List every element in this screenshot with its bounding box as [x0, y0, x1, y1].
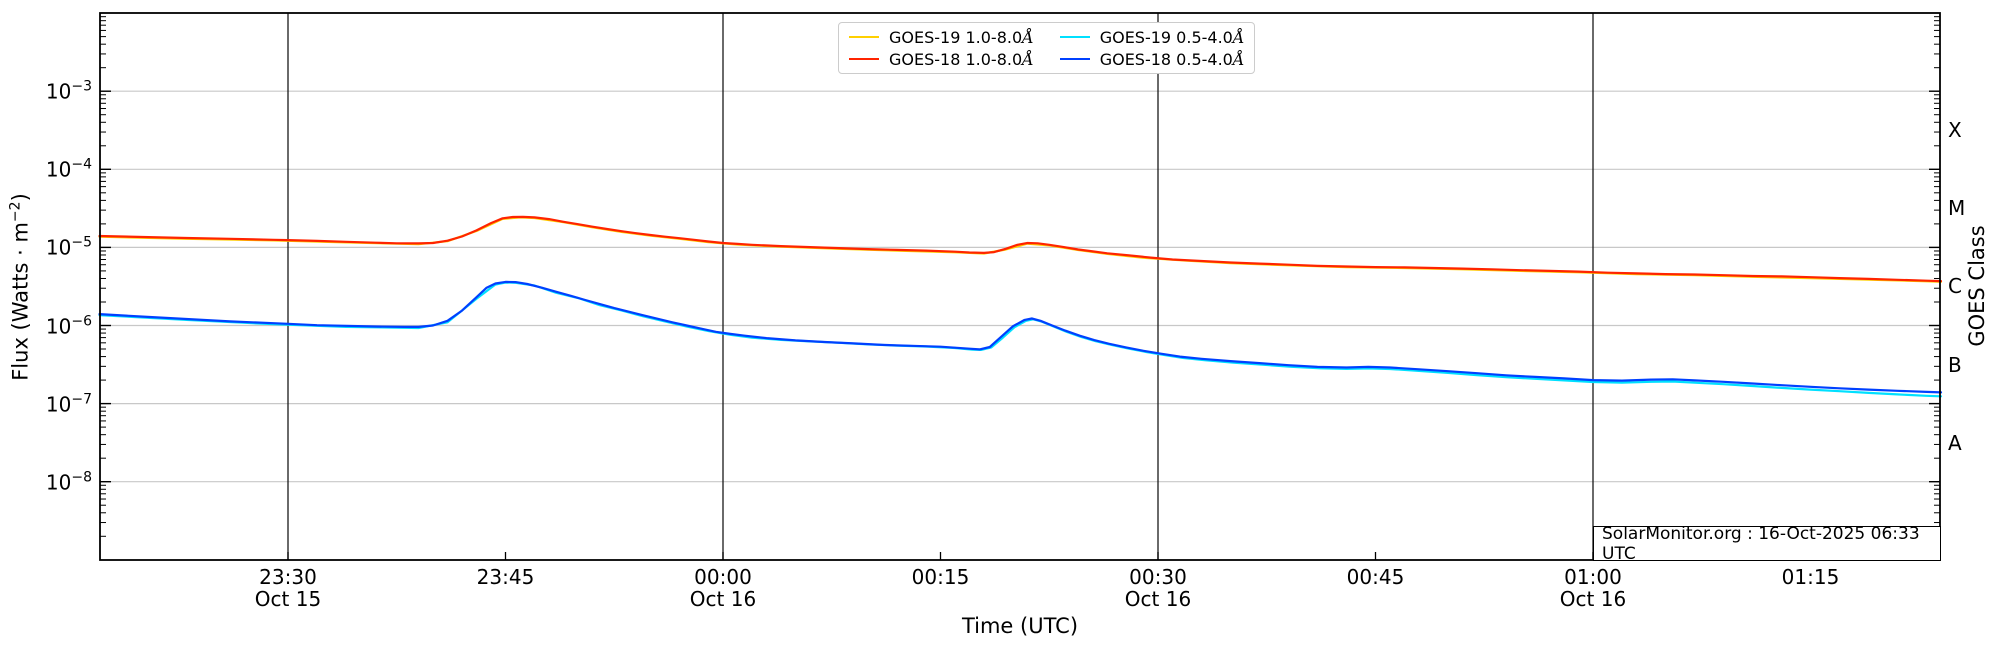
angstrom-symbol: Å: [1022, 49, 1034, 69]
legend-label: GOES-18 0.5-4.0Å: [1099, 49, 1245, 69]
angstrom-symbol: Å: [1022, 27, 1034, 47]
y-axis-label: Flux (Watts · m−2): [8, 193, 33, 381]
class-letter-b: B: [1948, 352, 1962, 377]
class-letter-c: C: [1948, 274, 1962, 299]
x-tick-label: 01:00 Oct 16: [1559, 565, 1627, 611]
legend-label: GOES-19 0.5-4.0Å: [1099, 27, 1245, 47]
y-tick-label: 10−4: [45, 156, 92, 182]
y-tick-label: 10−8: [45, 469, 92, 495]
x-axis-label: Time (UTC): [961, 614, 1079, 638]
legend-label: GOES-18 1.0-8.0Å: [889, 49, 1034, 69]
y-tick-label: 10−5: [45, 235, 92, 260]
x-tick-label: 00:15: [911, 565, 970, 589]
x-tick-label: 23:45: [476, 565, 535, 589]
legend: GOES-19 1.0-8.0Å GOES-18 1.0-8.0Å GOES-19 …: [838, 22, 1256, 74]
series-goes19_long: [98, 216, 1943, 283]
x-tick-label: 01:15: [1781, 565, 1840, 589]
y-axis-label-close: ): [8, 193, 33, 202]
class-letter-a: A: [1948, 430, 1962, 455]
legend-swatch-goes18_short: [1059, 58, 1090, 60]
series-goes18_long: [98, 215, 1943, 283]
plot-border: [99, 12, 1941, 561]
angstrom-symbol: Å: [1232, 27, 1245, 47]
class-letter-x: X: [1948, 118, 1962, 143]
y-axis-label-exponent: −2: [7, 201, 24, 223]
class-letter-m: M: [1948, 196, 1966, 221]
y-tick-label: 10−7: [45, 391, 92, 416]
legend-label: GOES-19 1.0-8.0Å: [889, 27, 1034, 47]
watermark-annotation: SolarMonitor.org : 16-Oct-2025 06:33 UTC: [1593, 524, 1941, 564]
legend-item: GOES-18 1.0-8.0Å: [849, 50, 1034, 69]
legend-item: GOES-19 0.5-4.0Å: [1059, 27, 1245, 47]
x-tick-label: 00:45: [1346, 565, 1405, 589]
legend-item: GOES-18 0.5-4.0Å: [1059, 49, 1245, 69]
x-tick-label: 00:30 Oct 16: [1124, 565, 1192, 611]
right-axis-label: GOES Class: [1965, 225, 1989, 347]
legend-swatch-goes18_long: [849, 58, 879, 60]
series-goes18_short: [98, 280, 1943, 394]
y-tick-label: 10−3: [45, 78, 92, 104]
legend-swatch-goes19_long: [849, 36, 879, 38]
y-tick-label: 10−6: [45, 313, 92, 338]
x-tick-label: 23:30 Oct 15: [254, 565, 322, 611]
angstrom-symbol: Å: [1232, 49, 1245, 69]
x-tick-label: 00:00 Oct 16: [689, 565, 757, 611]
legend-swatch-goes19_short: [1059, 36, 1090, 38]
legend-item: GOES-19 1.0-8.0Å: [849, 28, 1034, 47]
